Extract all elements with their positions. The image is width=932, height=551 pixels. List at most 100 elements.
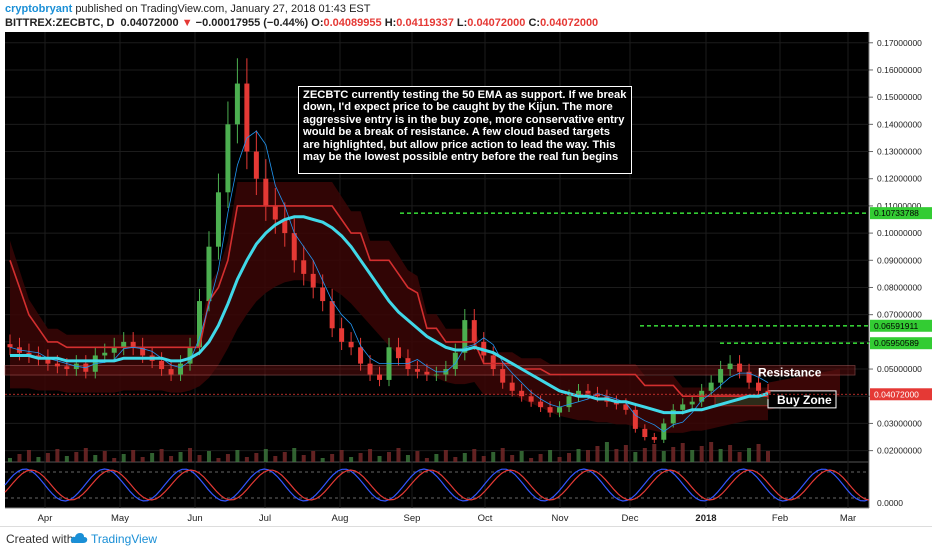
price-tick-label: 0.09000000 <box>877 255 922 265</box>
candle-body <box>727 363 733 370</box>
resistance-zone <box>4 365 856 376</box>
volume-bar <box>311 451 316 462</box>
time-axis-label: May <box>111 513 129 524</box>
volume-bar <box>197 455 202 462</box>
candle-body <box>651 437 657 440</box>
stoch-d-line <box>4 469 870 501</box>
volume-bar <box>121 454 126 462</box>
candle-body <box>7 344 13 348</box>
price-tick-label: 0.16000000 <box>877 65 922 75</box>
candle-body <box>708 382 714 391</box>
candle-body <box>670 409 676 424</box>
candle-body <box>215 192 221 247</box>
volume-bar <box>330 454 335 462</box>
volume-bar <box>112 458 117 462</box>
volume-bar <box>339 450 344 462</box>
volume-bar <box>671 447 676 462</box>
candle-body <box>272 205 278 220</box>
volume-bar <box>472 449 477 462</box>
time-axis-label: Jul <box>259 513 271 524</box>
candle-body <box>206 246 212 302</box>
volume-bar <box>159 449 164 462</box>
candle-body <box>187 347 193 364</box>
price-change: −0.00017955 (−0.44%) <box>195 17 309 29</box>
volume-bar <box>604 442 609 462</box>
candle-body <box>414 369 420 372</box>
volume-bar <box>8 458 12 462</box>
candle-body <box>490 355 496 370</box>
volume-bar <box>169 456 174 462</box>
candle-body <box>301 260 307 274</box>
volume-bar <box>718 449 723 462</box>
time-axis-label: Jun <box>187 513 202 524</box>
volume-bar <box>462 453 467 462</box>
price-tick-label: 0.07000000 <box>877 310 922 320</box>
candle-body <box>623 404 629 410</box>
current-price-label: 0.04072000 <box>874 389 919 399</box>
volume-bar <box>538 454 543 462</box>
candle-body <box>178 363 184 375</box>
buy-zone-label: Buy Zone <box>777 393 832 407</box>
volume-bar <box>661 451 666 462</box>
volume-bar <box>567 453 572 462</box>
ema50-line <box>10 215 769 415</box>
candle-body <box>519 390 525 397</box>
time-axis-label: Feb <box>772 513 788 524</box>
volume-bar <box>358 453 363 462</box>
volume-bar <box>519 451 524 462</box>
volume-bar <box>83 448 88 462</box>
candle-body <box>538 401 544 408</box>
volume-bar <box>282 452 287 462</box>
price-tick-label: 0.14000000 <box>877 119 922 129</box>
candle-body <box>462 320 468 353</box>
volume-bar <box>424 458 429 462</box>
volume-bar <box>216 458 221 462</box>
target-price-label: 0.06591911 <box>874 321 919 331</box>
volume-bar <box>728 445 733 462</box>
price-tick-label: 0.05000000 <box>877 364 922 374</box>
candle-body <box>310 273 316 288</box>
candle-body <box>111 347 117 353</box>
volume-bar <box>320 458 325 462</box>
candle-body <box>102 352 108 356</box>
candle-body <box>509 382 515 391</box>
volume-bar <box>529 458 534 462</box>
author-link[interactable]: cryptobryant <box>5 3 73 15</box>
candle-body <box>329 301 335 329</box>
candle-body <box>140 347 146 356</box>
volume-bar <box>55 449 60 462</box>
candle-body <box>54 363 60 367</box>
volume-bar <box>766 451 770 462</box>
candle-body <box>471 320 477 342</box>
kijun-line <box>9 205 768 397</box>
candle-body <box>282 219 288 234</box>
target-price-tag <box>870 319 932 332</box>
candle-body <box>121 341 127 348</box>
volume-bar <box>709 442 714 462</box>
candle-body <box>64 366 70 370</box>
candle-body <box>348 341 354 348</box>
volume-bar <box>235 450 240 462</box>
candle-body <box>632 409 638 429</box>
candle-body <box>263 178 269 206</box>
candle-body <box>642 428 648 438</box>
volume-bar <box>387 452 391 462</box>
candle-body <box>756 382 762 391</box>
tradingview-cloud-icon <box>70 533 88 543</box>
target-price-tag <box>870 207 932 220</box>
tradingview-link[interactable]: TradingView <box>91 532 158 546</box>
volume-bar <box>491 452 496 462</box>
volume-bar <box>443 450 448 462</box>
volume-bar <box>17 454 22 462</box>
volume-bar <box>64 456 69 462</box>
change-arrow-icon: ▼ <box>181 17 193 29</box>
target-price-label: 0.10733788 <box>874 208 919 218</box>
candle-body <box>594 393 600 397</box>
volume-bar <box>500 448 505 462</box>
target-price-tag <box>870 337 932 350</box>
candle-body <box>765 390 771 394</box>
price-axis[interactable] <box>869 32 932 508</box>
candle-body <box>367 363 373 375</box>
candle-body <box>234 83 240 125</box>
time-axis-label: Oct <box>478 513 493 524</box>
